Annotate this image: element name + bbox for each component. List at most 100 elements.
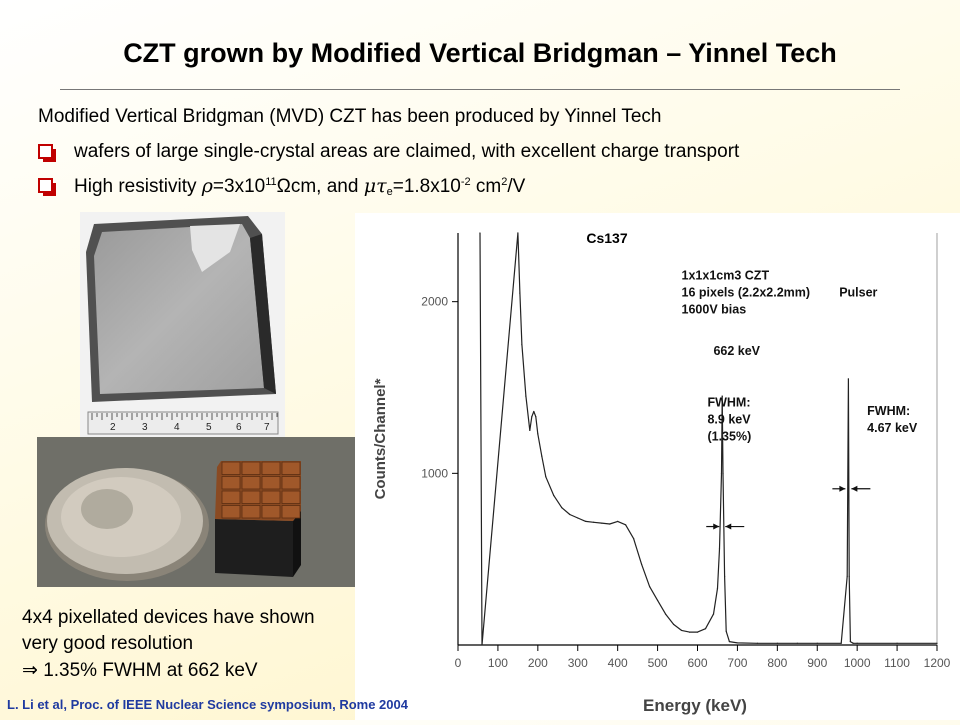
detector-pixel <box>281 505 301 519</box>
spectrum-point <box>617 520 619 522</box>
spectrum-point <box>517 232 519 234</box>
detector-pixel <box>221 490 241 504</box>
spectrum-point <box>529 429 531 432</box>
ruler-number: 3 <box>142 422 148 433</box>
fwhm-arrowhead-right <box>725 523 732 530</box>
x-tick-label: 500 <box>648 656 668 670</box>
fwhm-arrowhead-left <box>713 523 720 530</box>
spectrum-point <box>649 586 651 588</box>
spectrum-point <box>577 517 579 519</box>
spectrum-point <box>609 523 611 525</box>
x-tick-label: 300 <box>568 656 588 670</box>
spectrum-point <box>856 642 858 644</box>
chart-annotation: FWHM: <box>867 404 910 418</box>
spectrum-point <box>533 410 535 413</box>
spectrum-point <box>840 642 842 644</box>
spectrum-point <box>593 521 595 523</box>
x-tick-label: 1100 <box>884 656 910 670</box>
spectrum-point <box>896 642 898 644</box>
x-tick-label: 900 <box>807 656 827 670</box>
spectrum-point <box>664 613 667 615</box>
detector-pixel <box>261 476 281 490</box>
detector-pixel <box>241 490 261 504</box>
spectrum-point <box>656 599 659 601</box>
chart-annotation: Pulser <box>839 286 877 300</box>
chart-annotation: 1600V bias <box>682 303 747 317</box>
y-tick-label: 2000 <box>421 295 448 309</box>
detector-pixel <box>241 461 261 475</box>
caption-line-1: 4x4 pixellated devices have shown <box>22 607 315 628</box>
spectrum-point <box>712 613 715 615</box>
chart-annotation: 16 pixels (2.2x2.2mm) <box>682 286 811 300</box>
detector-pixel <box>241 476 261 490</box>
spectrum-point <box>816 642 818 644</box>
detector-pixel <box>221 476 241 490</box>
chart-annotations: 1x1x1cm3 CZT 16 pixels (2.2x2.2mm) 1600V b… <box>682 268 918 443</box>
pixel-grid <box>221 461 301 519</box>
x-tick-label: 200 <box>528 656 548 670</box>
spectrum-point <box>545 476 547 478</box>
spectrum-series <box>479 232 938 646</box>
chart-title: Cs137 <box>586 230 627 246</box>
ruler-number: 5 <box>206 422 212 433</box>
chart-annotation: 4.67 keV <box>867 421 918 435</box>
spectrum-point <box>561 507 563 509</box>
detector-pixel <box>221 461 241 475</box>
spectrum-point <box>725 630 727 632</box>
spectrum-point <box>716 587 719 589</box>
spectrum-point <box>936 642 938 644</box>
spectrum-point <box>847 378 849 380</box>
x-axis-ticks: 0 100 200 300 400 500 600 700 800 900 1000 1100 1200 <box>455 645 951 670</box>
spectrum-point <box>718 548 721 550</box>
caption-line-3: ⇒ 1.35% FWHM at 662 keV <box>22 660 258 681</box>
x-tick-label: 1000 <box>844 656 871 670</box>
x-tick-label: 800 <box>767 656 787 670</box>
spectrum-point <box>625 524 627 526</box>
spectrum-line <box>479 232 937 646</box>
spectrum-point <box>521 343 523 346</box>
fwhm-arrowhead-left <box>839 485 846 492</box>
x-tick-label: 1200 <box>924 656 951 670</box>
reference-citation: L. Li et al, Proc. of IEEE Nuclear Scien… <box>7 697 408 712</box>
spectrum-point <box>601 522 603 524</box>
chart-annotation: 662 keV <box>713 344 760 358</box>
detector-pixel <box>261 490 281 504</box>
y-axis-ticks: 1000 2000 <box>421 295 458 480</box>
x-axis-label: Energy (keV) <box>643 696 747 715</box>
detector-pixel <box>221 505 241 519</box>
wafer-photo: 2 3 4 5 6 7 <box>80 212 285 437</box>
spectrum-point <box>481 644 483 646</box>
bullet-icon <box>38 144 56 162</box>
detector-photo <box>37 437 355 587</box>
title-divider <box>60 89 900 90</box>
spectrum-point <box>756 642 758 644</box>
detector-pixel <box>281 490 301 504</box>
spectrum-point <box>553 495 555 497</box>
spectrum-point <box>696 631 699 633</box>
chart-annotation: (1.35%) <box>707 430 751 444</box>
detector-pixel <box>281 461 301 475</box>
chart-annotation: FWHM: <box>707 395 750 409</box>
ruler-number: 6 <box>236 422 242 433</box>
spectrum-point <box>641 563 643 565</box>
spectrum-point <box>525 395 527 397</box>
spectrum-point <box>722 472 724 474</box>
ruler-labels: 2 3 4 5 6 7 <box>110 422 270 433</box>
spectrum-point <box>585 520 587 522</box>
x-tick-label: 700 <box>727 656 747 670</box>
spectrum-point <box>519 292 521 294</box>
ruler <box>91 413 278 420</box>
wafer-image: 2 3 4 5 6 7 <box>86 216 279 435</box>
fwhm-arrowhead-right <box>851 485 858 492</box>
spectrum-point <box>569 513 571 516</box>
spectrum-point <box>531 416 533 418</box>
spectrum-point <box>720 472 723 474</box>
x-tick-label: 400 <box>608 656 628 670</box>
chart-annotation: 1x1x1cm3 CZT <box>682 268 770 282</box>
spectrum-point <box>537 433 539 435</box>
spectrum-point <box>704 628 707 630</box>
spectrum-point <box>852 642 854 644</box>
spectrum-point <box>479 232 481 234</box>
spectrum-point <box>672 623 675 625</box>
intro-text: Modified Vertical Bridgman (MVD) CZT has… <box>38 106 662 127</box>
